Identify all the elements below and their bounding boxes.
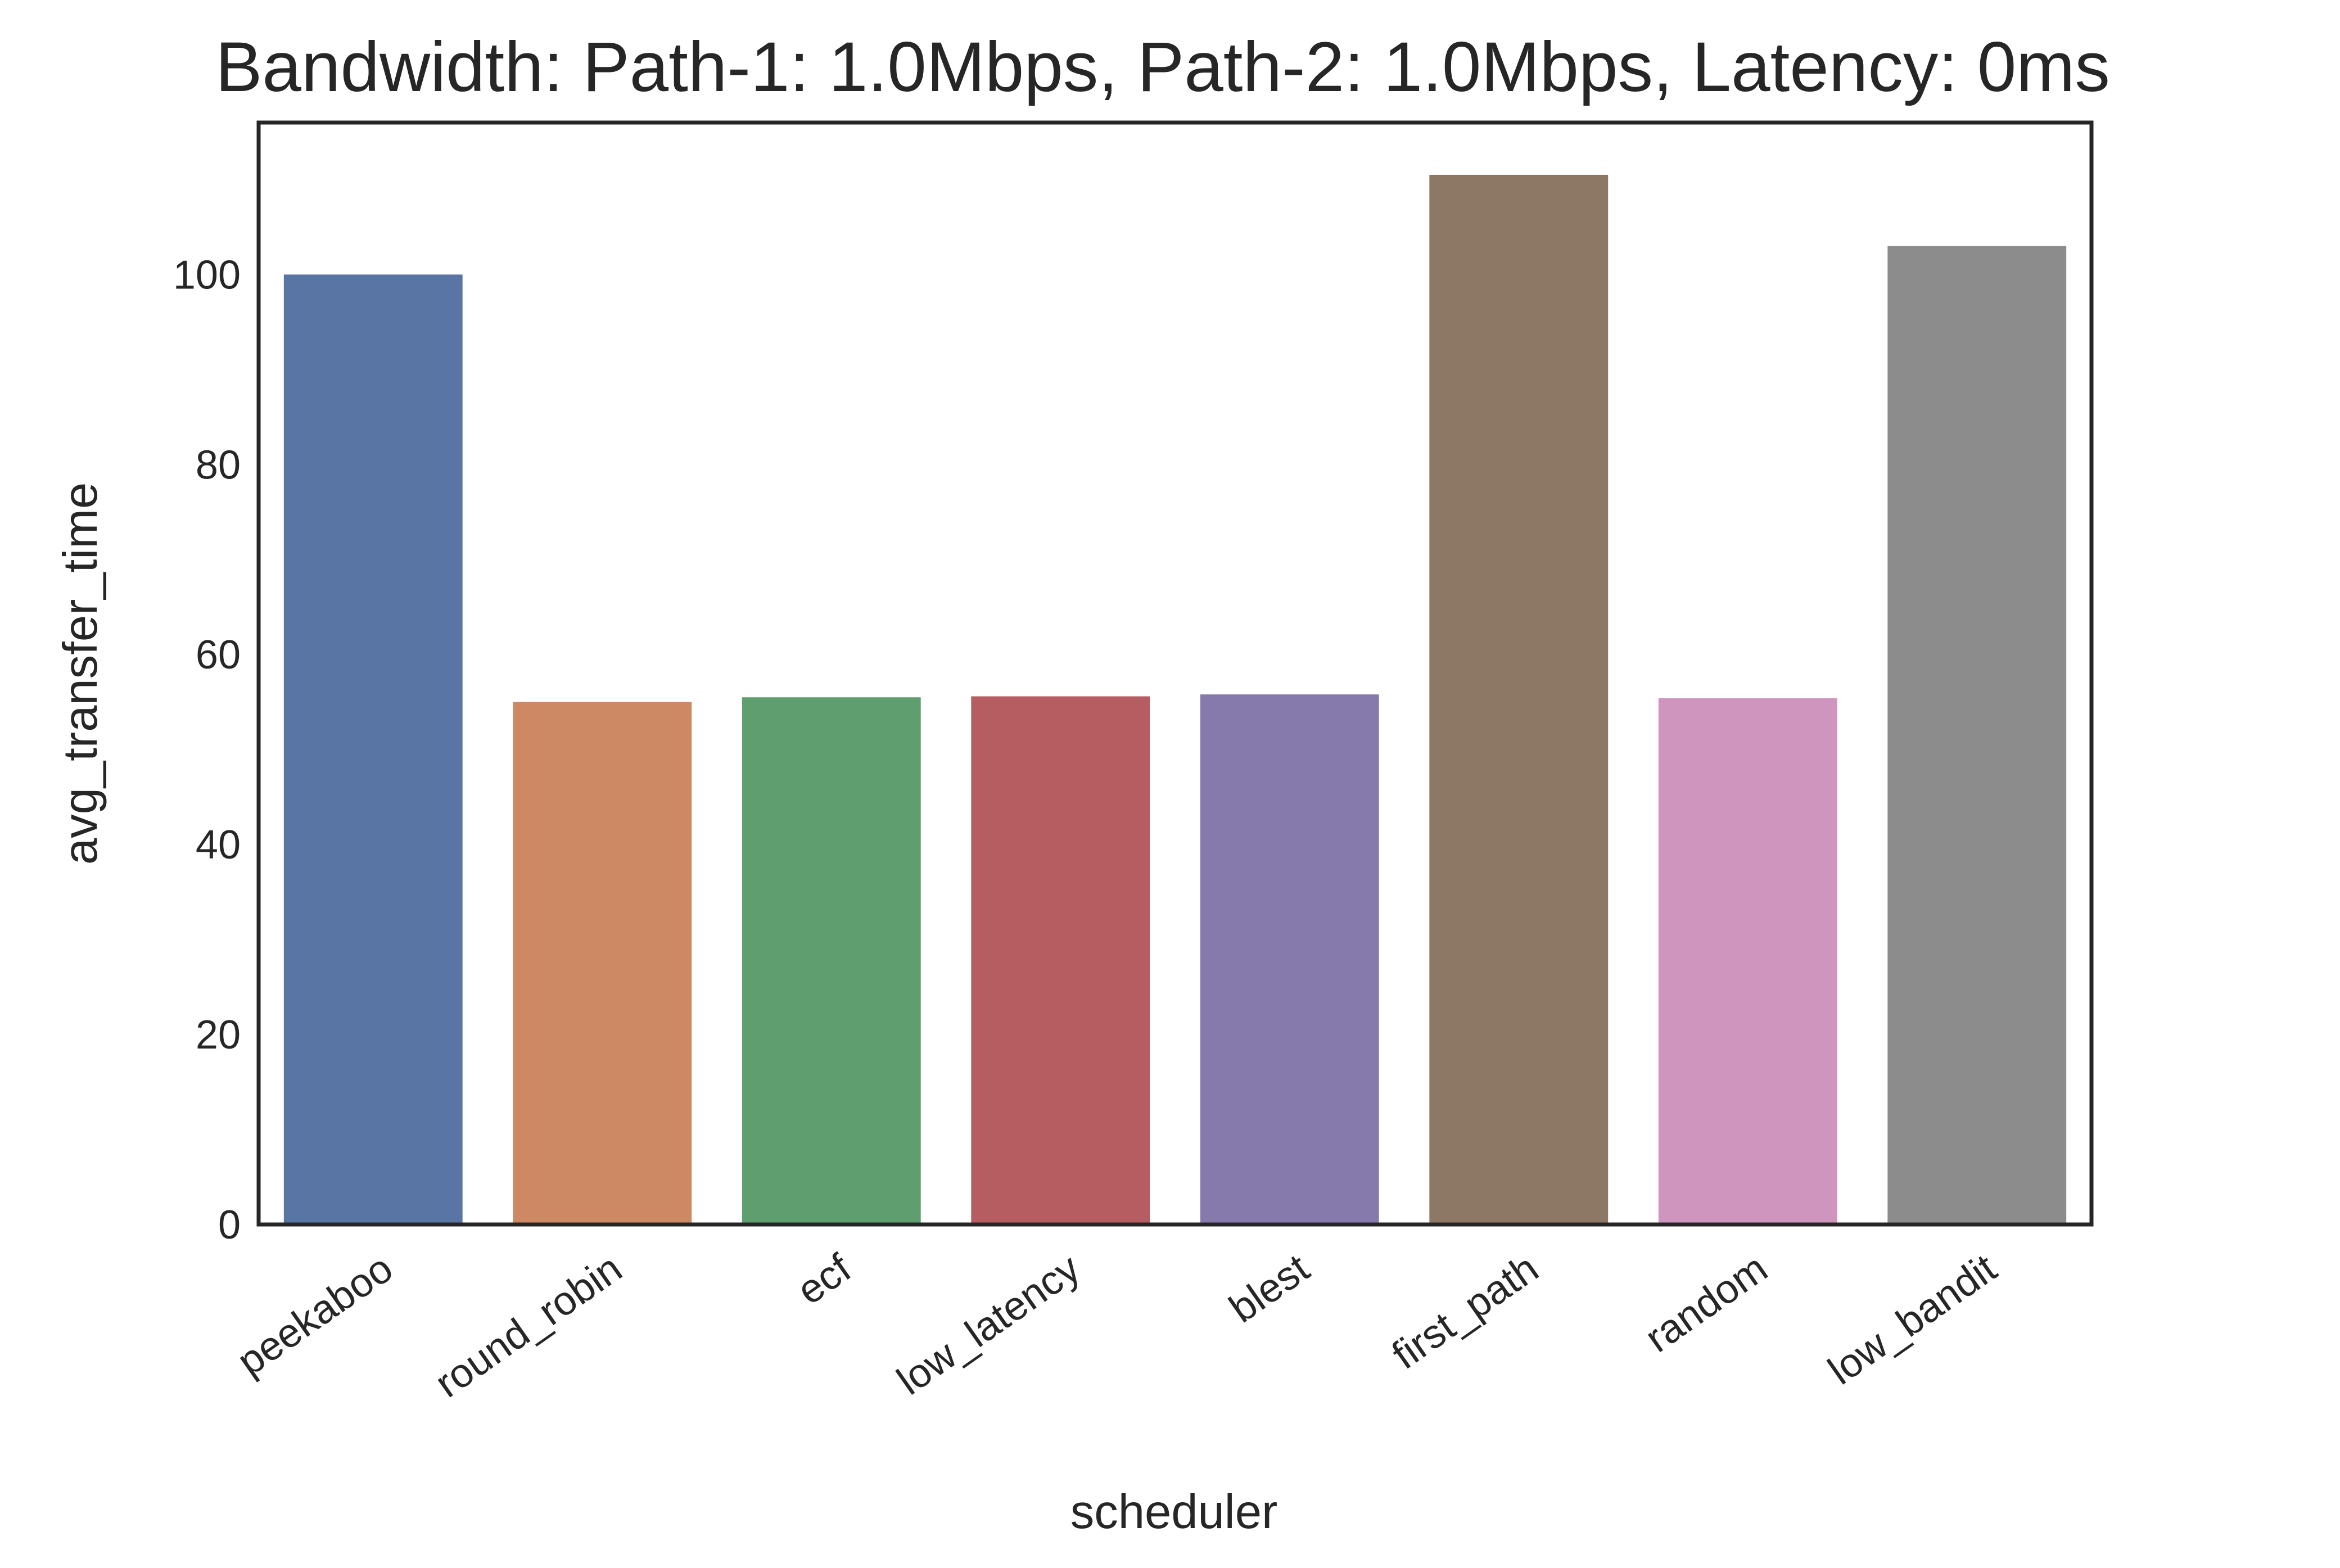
- y-tick-label: 40: [196, 823, 241, 867]
- x-axis-ticks: peekaboo round_robin ecf low_latency blest fi…: [229, 1245, 2004, 1407]
- x-tick-label: low_bandit: [1820, 1246, 2005, 1394]
- chart-title: Bandwidth: Path-1: 1.0Mbps, Path-2: 1.0M…: [215, 28, 2110, 106]
- bar-peekaboo: [283, 274, 463, 1224]
- bar-random: [1658, 698, 1837, 1224]
- x-tick-label: random: [1637, 1246, 1776, 1362]
- x-tick-label: low_latency: [889, 1246, 1088, 1404]
- x-axis-label: scheduler: [1070, 1485, 1278, 1539]
- bar-low-latency: [971, 696, 1150, 1224]
- y-axis-label: avg_transfer_time: [54, 482, 107, 865]
- x-tick-label: first_path: [1384, 1246, 1546, 1378]
- plot-frame: [256, 120, 2094, 1227]
- y-axis-ticks: 0 20 40 60 80 100: [173, 252, 241, 1248]
- y-tick-label: 60: [196, 632, 241, 677]
- x-tick-label: ecf: [789, 1245, 859, 1313]
- bar-low-bandit: [1887, 246, 2067, 1225]
- bars-layer: [283, 174, 2067, 1225]
- bar-blest: [1200, 694, 1379, 1224]
- y-tick-label: 20: [196, 1013, 241, 1058]
- x-tick-label: round_robin: [427, 1246, 630, 1407]
- x-tick-label: peekaboo: [229, 1246, 401, 1385]
- bar-round-robin: [513, 702, 692, 1224]
- bar-first-path: [1429, 174, 1609, 1224]
- y-tick-label: 80: [196, 442, 241, 487]
- bar-ecf: [742, 697, 921, 1224]
- x-tick-label: blest: [1221, 1246, 1317, 1332]
- y-tick-label: 100: [173, 252, 241, 297]
- y-tick-label: 0: [218, 1203, 241, 1248]
